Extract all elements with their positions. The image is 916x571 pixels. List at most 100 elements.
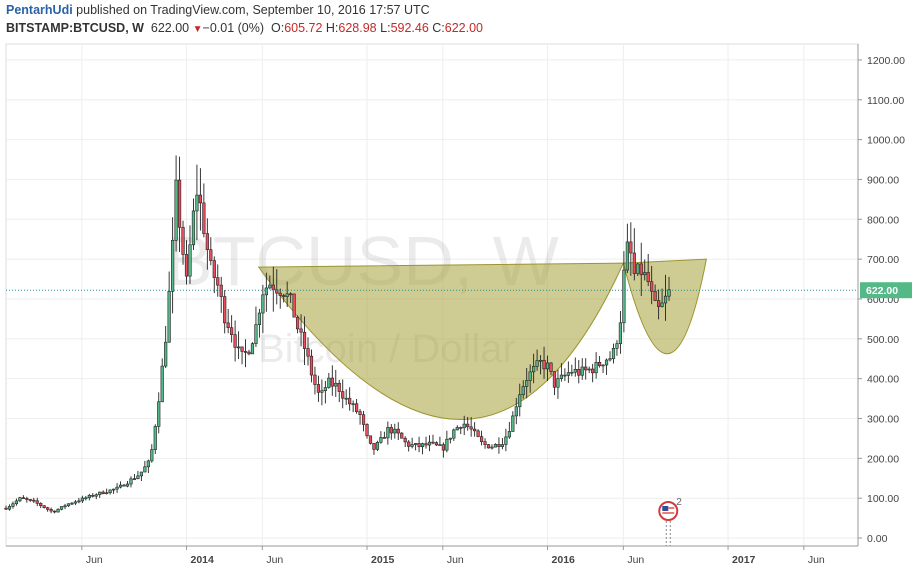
candle-body[interactable] <box>14 500 19 505</box>
candle-body[interactable] <box>375 441 380 450</box>
candle-body[interactable] <box>566 372 570 376</box>
author-link[interactable]: PentarhUdi <box>6 3 73 17</box>
candle-body[interactable] <box>226 322 230 328</box>
candle-body[interactable] <box>94 494 98 497</box>
candle-body[interactable] <box>407 441 411 447</box>
candle-body[interactable] <box>112 488 116 491</box>
candle-body[interactable] <box>150 449 154 462</box>
candle-body[interactable] <box>313 374 317 385</box>
candle-body[interactable] <box>108 489 112 494</box>
candle-body[interactable] <box>629 241 633 254</box>
candle-body[interactable] <box>594 361 598 374</box>
candle-body[interactable] <box>32 499 36 502</box>
candle-body[interactable] <box>87 495 91 499</box>
candle-body[interactable] <box>459 427 463 429</box>
candle-body[interactable] <box>410 444 414 447</box>
candle-body[interactable] <box>184 254 189 277</box>
candle-body[interactable] <box>11 503 15 507</box>
candle-body[interactable] <box>278 292 282 296</box>
candle-body[interactable] <box>597 361 602 366</box>
candle-body[interactable] <box>7 506 12 510</box>
candle-body[interactable] <box>584 366 588 371</box>
candle-body[interactable] <box>660 302 664 307</box>
candle-body[interactable] <box>132 478 137 481</box>
candle-body[interactable] <box>35 500 39 504</box>
candle-body[interactable] <box>646 272 650 283</box>
candle-body[interactable] <box>52 510 57 513</box>
candle-body[interactable] <box>417 443 421 448</box>
candle-body[interactable] <box>219 284 223 297</box>
candle-body[interactable] <box>209 249 213 261</box>
candle-body[interactable] <box>486 444 491 449</box>
candle-body[interactable] <box>625 241 629 271</box>
candle-body[interactable] <box>386 427 390 439</box>
candle-body[interactable] <box>233 334 237 348</box>
candle-body[interactable] <box>650 281 654 292</box>
candle-body[interactable] <box>427 441 432 446</box>
candle-body[interactable] <box>73 501 78 504</box>
candle-body[interactable] <box>473 428 477 432</box>
candle-body[interactable] <box>632 252 636 274</box>
candle-body[interactable] <box>639 263 643 276</box>
candle-body[interactable] <box>42 505 46 508</box>
candle-body[interactable] <box>344 397 348 400</box>
candle-body[interactable] <box>84 497 88 500</box>
candle-body[interactable] <box>49 509 53 512</box>
event-marker[interactable]: 2 <box>658 497 682 546</box>
candle-body[interactable] <box>542 359 546 370</box>
candle-body[interactable] <box>604 359 609 366</box>
candle-body[interactable] <box>528 371 532 381</box>
candle-body[interactable] <box>250 343 255 355</box>
candle-body[interactable] <box>563 374 567 377</box>
candle-body[interactable] <box>615 343 619 349</box>
candle-body[interactable] <box>535 360 539 367</box>
candle-body[interactable] <box>483 441 487 445</box>
candle-body[interactable] <box>118 484 123 488</box>
candle-body[interactable] <box>556 378 560 388</box>
candle-body[interactable] <box>129 478 133 485</box>
candle-body[interactable] <box>434 442 439 446</box>
candle-body[interactable] <box>21 497 25 499</box>
candle-body[interactable] <box>157 401 161 427</box>
candle-body[interactable] <box>337 382 341 392</box>
candle-body[interactable] <box>393 428 397 434</box>
candle-body[interactable] <box>549 362 553 372</box>
candle-body[interactable] <box>622 269 626 324</box>
candle-body[interactable] <box>379 437 383 443</box>
candle-body[interactable] <box>153 426 157 450</box>
candle-body[interactable] <box>160 365 164 403</box>
candle-body[interactable] <box>261 294 265 314</box>
candle-body[interactable] <box>264 287 268 296</box>
candle-body[interactable] <box>500 444 504 447</box>
candle-body[interactable] <box>28 499 32 501</box>
candle-body[interactable] <box>452 429 456 439</box>
candle-body[interactable] <box>167 291 171 343</box>
candle-body[interactable] <box>438 444 442 446</box>
candle-body[interactable] <box>98 491 102 496</box>
candle-body[interactable] <box>570 371 574 374</box>
candle-body[interactable] <box>448 437 452 440</box>
candle-body[interactable] <box>611 348 616 359</box>
candle-body[interactable] <box>552 371 557 388</box>
candle-body[interactable] <box>164 341 168 367</box>
candle-body[interactable] <box>334 382 338 387</box>
candle-body[interactable] <box>653 290 657 301</box>
handle-shape[interactable] <box>622 258 707 355</box>
candle-body[interactable] <box>538 359 543 362</box>
candle-body[interactable] <box>396 428 400 434</box>
candle-body[interactable] <box>136 475 140 480</box>
candle-body[interactable] <box>532 366 536 373</box>
candle-body[interactable] <box>667 289 671 297</box>
candle-body[interactable] <box>18 497 22 502</box>
candle-body[interactable] <box>59 506 64 510</box>
candle-body[interactable] <box>257 312 262 326</box>
candle-body[interactable] <box>663 295 668 304</box>
candle-body[interactable] <box>587 368 591 371</box>
candle-body[interactable] <box>56 508 60 513</box>
cup-and-handle-pattern[interactable] <box>257 258 707 420</box>
candle-body[interactable] <box>521 386 525 396</box>
candle-body[interactable] <box>368 435 373 444</box>
candle-body[interactable] <box>139 471 143 477</box>
candle-body[interactable] <box>191 210 196 246</box>
candle-body[interactable] <box>198 194 202 204</box>
